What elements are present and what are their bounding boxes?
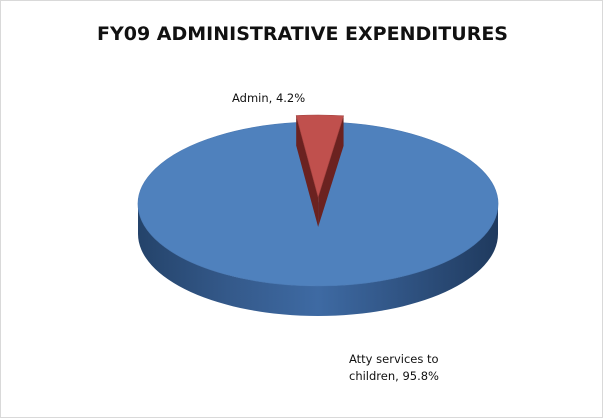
pie-slice-admin [295, 114, 344, 228]
data-label-admin: Admin, 4.2% [232, 91, 305, 105]
chart-title: FY09 ADMINISTRATIVE EXPENDITURES [96, 23, 508, 45]
data-label-atty-services-to-children: Atty services to children, 95.8% [349, 352, 439, 383]
